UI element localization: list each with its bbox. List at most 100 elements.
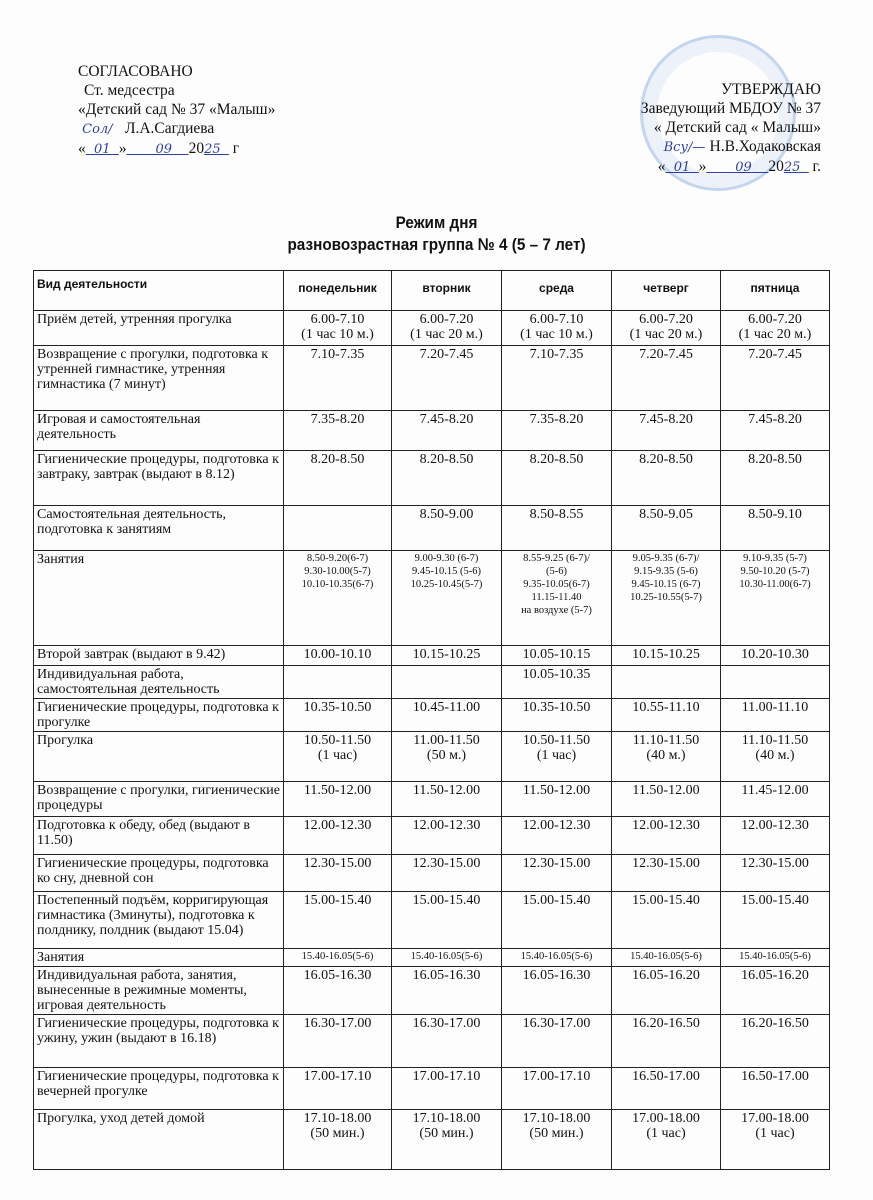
table-row: Гигиенические процедуры, подготовка ко с… xyxy=(33,854,830,892)
time-cell: 17.00-17.10 xyxy=(391,1067,502,1110)
time-cell: 10.50-11.50 (1 час) xyxy=(501,731,612,782)
table-row: Подготовка к обеду, обед (выдают в 11.50… xyxy=(33,816,830,855)
activity-cell: Гигиенические процедуры, подготовка к за… xyxy=(33,450,284,506)
activity-cell: Постепенный подъём, корригирующая гимнас… xyxy=(33,891,284,949)
activity-cell: Прогулка, уход детей домой xyxy=(33,1109,284,1170)
time-cell: 9.10-9.35 (5-7) 9.50-10.20 (5-7) 10.30-1… xyxy=(720,550,830,646)
time-cell: 8.20-8.50 xyxy=(283,450,392,506)
time-cell: 7.35-8.20 xyxy=(501,410,612,451)
time-cell: 16.05-16.30 xyxy=(283,966,392,1015)
approval-date: « 01 » 09 2025 г. xyxy=(657,158,821,175)
activity-cell: Индивидуальная работа, занятия, вынесенн… xyxy=(33,966,284,1015)
table-row: Индивидуальная работа, занятия, вынесенн… xyxy=(33,966,830,1015)
time-cell: 8.50-9.00 xyxy=(391,505,502,551)
time-cell: 6.00-7.10 (1 час 10 м.) xyxy=(283,310,392,346)
time-cell: 15.00-15.40 xyxy=(283,891,392,949)
signer-name: Л.А.Сагдиева xyxy=(124,120,215,137)
time-cell: 6.00-7.10 (1 час 10 м.) xyxy=(501,310,612,346)
time-cell: 12.30-15.00 xyxy=(611,854,721,892)
time-cell: 6.00-7.20 (1 час 20 м.) xyxy=(720,310,830,346)
activity-cell: Игровая и самостоятельная деятельность xyxy=(33,410,284,451)
time-cell: 16.05-16.20 xyxy=(611,966,721,1015)
approval-block-left: СОГЛАСОВАНО Ст. медсестра «Детский сад №… xyxy=(78,62,275,159)
time-cell: 16.05-16.30 xyxy=(501,966,612,1015)
time-cell: 8.55-9.25 (6-7)/ (5-6) 9.35-10.05(6-7) 1… xyxy=(501,550,612,646)
time-cell xyxy=(283,665,392,699)
activity-cell: Занятия xyxy=(33,948,284,967)
time-cell: 7.20-7.45 xyxy=(720,345,830,411)
page-subtitle: разновозрастная группа № 4 (5 – 7 лет) xyxy=(287,235,586,254)
approval-organization: «Детский сад № 37 «Малыш» xyxy=(78,101,276,118)
time-cell: 12.00-12.30 xyxy=(391,816,502,855)
time-cell: 10.15-10.25 xyxy=(391,645,502,666)
time-cell: 12.00-12.30 xyxy=(283,816,392,855)
time-cell: 10.45-11.00 xyxy=(391,698,502,732)
page-title: Режим дня xyxy=(395,213,478,232)
activity-cell: Гигиенические процедуры, подготовка ко с… xyxy=(33,854,284,892)
activity-cell: Возвращение с прогулки, гигиенические пр… xyxy=(33,781,284,817)
time-cell: 8.50-9.20(6-7) 9.30-10.00(5-7) 10.10-10.… xyxy=(283,550,392,646)
time-cell: 6.00-7.20 (1 час 20 м.) xyxy=(611,310,721,346)
time-cell: 7.45-8.20 xyxy=(391,410,502,451)
time-cell: 7.20-7.45 xyxy=(391,345,502,411)
table-row: Прогулка, уход детей домой 17.10-18.00 (5… xyxy=(33,1109,830,1170)
time-cell: 15.40-16.05(5-6) xyxy=(283,948,392,967)
time-cell: 17.00-18.00 (1 час) xyxy=(720,1109,830,1170)
time-cell: 11.00-11.50 (50 м.) xyxy=(391,731,502,782)
time-cell: 7.35-8.20 xyxy=(283,410,392,451)
column-header: пятница xyxy=(720,270,830,311)
activity-cell: Индивидуальная работа, самостоятельная д… xyxy=(33,665,284,699)
seal-stamp xyxy=(640,35,796,191)
activity-cell: Самостоятельная деятельность, подготовка… xyxy=(33,505,284,551)
time-cell: 10.05-10.15 xyxy=(501,645,612,666)
time-cell: 10.50-11.50 (1 час) xyxy=(283,731,392,782)
approval-organization: « Детский сад « Малыш» xyxy=(653,119,821,136)
time-cell: 15.00-15.40 xyxy=(391,891,502,949)
time-cell: 12.00-12.30 xyxy=(501,816,612,855)
activity-cell: Занятия xyxy=(33,550,284,646)
time-cell: 8.20-8.50 xyxy=(611,450,721,506)
time-cell: 16.50-17.00 xyxy=(720,1067,830,1110)
time-cell: 11.50-12.00 xyxy=(611,781,721,817)
table-row: Гигиенические процедуры, подготовка к за… xyxy=(33,450,830,506)
activity-cell: Гигиенические процедуры, подготовка к пр… xyxy=(33,698,284,732)
table-row: Занятия 15.40-16.05(5-6) 15.40-16.05(5-6) 1… xyxy=(33,948,830,967)
time-cell: 10.55-11.10 xyxy=(611,698,721,732)
time-cell: 15.00-15.40 xyxy=(501,891,612,949)
approval-block-right: УТВЕРЖДАЮ Заведующий МБДОУ № 37 « Детски… xyxy=(641,80,821,177)
time-cell: 9.00-9.30 (6-7) 9.45-10.15 (5-6) 10.25-1… xyxy=(391,550,502,646)
time-cell: 10.00-10.10 xyxy=(283,645,392,666)
approval-heading: СОГЛАСОВАНО xyxy=(78,63,193,80)
time-cell: 15.00-15.40 xyxy=(611,891,721,949)
column-header: Вид деятельности xyxy=(33,270,284,311)
time-cell: 15.40-16.05(5-6) xyxy=(391,948,502,967)
time-cell: 16.30-17.00 xyxy=(391,1014,502,1068)
time-cell: 12.00-12.30 xyxy=(720,816,830,855)
time-cell: 16.20-16.50 xyxy=(611,1014,721,1068)
column-header: вторник xyxy=(391,270,502,311)
time-cell: 12.30-15.00 xyxy=(283,854,392,892)
activity-cell: Гигиенические процедуры, подготовка к уж… xyxy=(33,1014,284,1068)
signature: Сол/ xyxy=(78,122,125,137)
time-cell: 7.10-7.35 xyxy=(501,345,612,411)
time-cell: 10.35-10.50 xyxy=(283,698,392,732)
column-header: среда xyxy=(501,270,612,311)
table-row: Гигиенические процедуры, подготовка к ве… xyxy=(33,1067,830,1110)
approval-position: Заведующий МБДОУ № 37 xyxy=(640,100,821,117)
approval-position: Ст. медсестра xyxy=(84,82,175,99)
table-row: Постепенный подъём, корригирующая гимнас… xyxy=(33,891,830,949)
column-header: четверг xyxy=(611,270,721,311)
time-cell: 15.40-16.05(5-6) xyxy=(720,948,830,967)
time-cell: 10.35-10.50 xyxy=(501,698,612,732)
time-cell xyxy=(720,665,830,699)
time-cell: 17.10-18.00 (50 мин.) xyxy=(501,1109,612,1170)
table-row: Приём детей, утренняя прогулка 6.00-7.10 … xyxy=(33,310,830,346)
time-cell: 11.50-12.00 xyxy=(501,781,612,817)
time-cell: 11.10-11.50 (40 м.) xyxy=(611,731,721,782)
approval-date: « 01 » 09 2025 г xyxy=(78,140,240,157)
schedule-table: Вид деятельности понедельник вторник среда ч… xyxy=(33,270,830,1170)
time-cell: 17.00-18.00 (1 час) xyxy=(611,1109,721,1170)
time-cell: 11.00-11.10 xyxy=(720,698,830,732)
activity-cell: Возвращение с прогулки, подготовка к утр… xyxy=(33,345,284,411)
time-cell: 15.40-16.05(5-6) xyxy=(611,948,721,967)
